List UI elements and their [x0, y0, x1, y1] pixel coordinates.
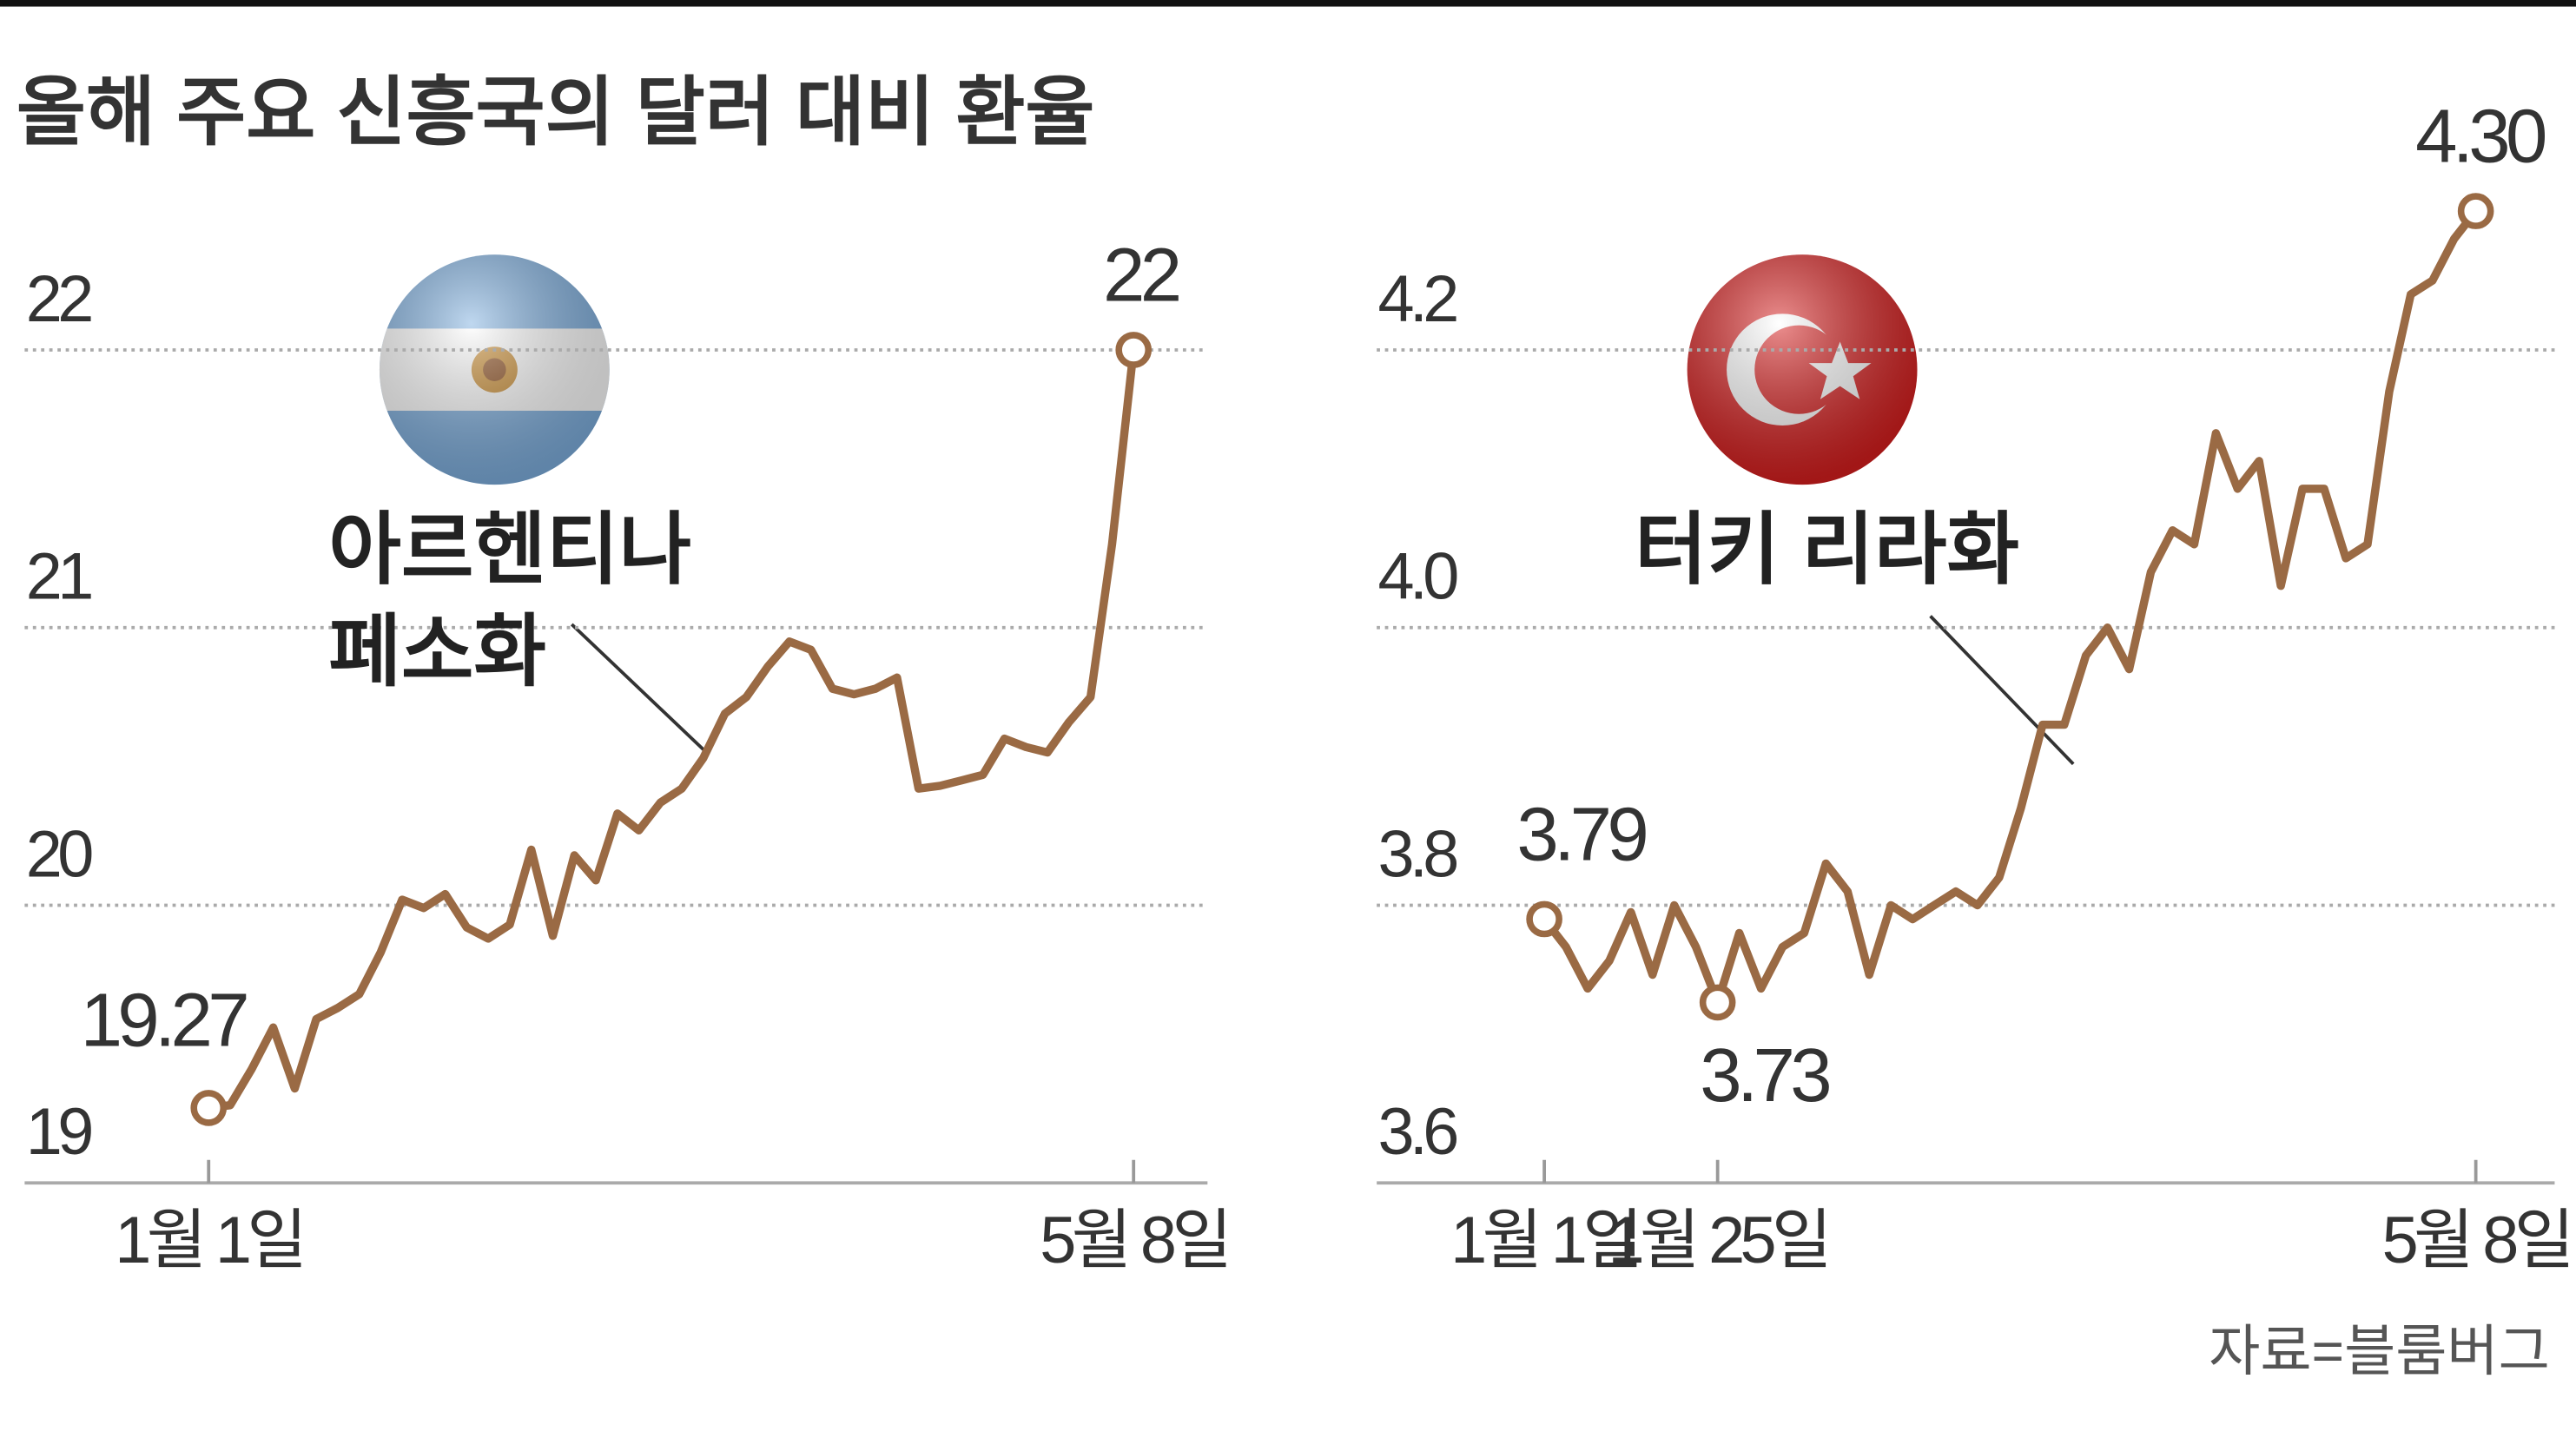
point-marker [1526, 900, 1562, 938]
point-marker [2457, 193, 2494, 229]
y-tick-label: 3.6 [1377, 1095, 1456, 1169]
y-tick-label: 4.0 [1377, 540, 1457, 614]
y-tick-label: 19 [26, 1095, 91, 1169]
x-tick-label: 1월 25일 [1608, 1204, 1826, 1277]
series-line [1541, 208, 2480, 1007]
x-tick-label: 1월 1일 [1450, 1204, 1638, 1277]
series-line [208, 349, 1138, 1112]
point-marker [1115, 332, 1153, 368]
series-label: 터키 리라화 [1635, 507, 2020, 595]
source: 자료=블룸버그 [2209, 1320, 2550, 1382]
y-tick-label: 22 [26, 262, 91, 336]
y-tick-label: 3.8 [1377, 817, 1456, 891]
value-label: 3.79 [1516, 793, 1646, 877]
flag-argentina [379, 254, 610, 485]
value-label: 4.30 [2415, 95, 2545, 179]
top-rule [0, 0, 2576, 7]
y-tick-label: 21 [26, 540, 91, 614]
x-tick-label: 1월 1일 [115, 1204, 302, 1277]
value-label: 22 [1103, 234, 1179, 318]
x-tick-label: 5월 8일 [1040, 1204, 1227, 1277]
flag-turkey [1687, 254, 1918, 485]
leader-line [1929, 615, 2075, 766]
point-marker [1699, 984, 1736, 1021]
leader-line [570, 623, 708, 754]
chart-title: 올해 주요 신흥국의 달러 대비 환율 [17, 70, 1095, 155]
value-label: 19.27 [81, 978, 248, 1062]
x-tick-label: 5월 8일 [2382, 1204, 2570, 1277]
series-label: 아르헨티나 페소화 [328, 507, 692, 697]
point-marker [190, 1090, 228, 1126]
value-label: 3.73 [1700, 1033, 1829, 1118]
y-tick-label: 20 [26, 817, 92, 891]
y-tick-label: 4.2 [1377, 262, 1456, 336]
